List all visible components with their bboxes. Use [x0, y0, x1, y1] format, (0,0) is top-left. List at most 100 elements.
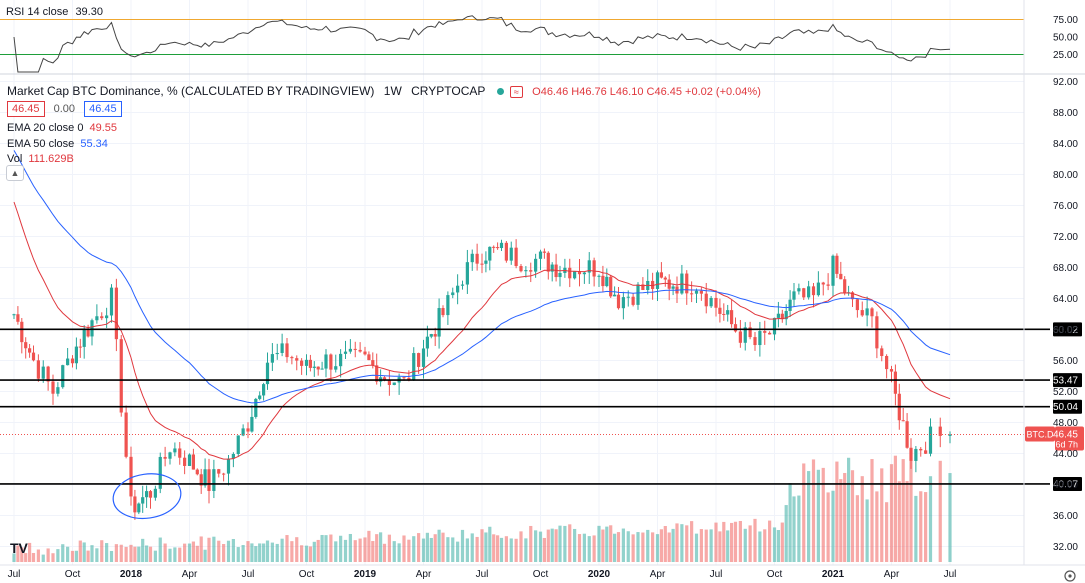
candle-body: [195, 469, 199, 475]
volume-bar: [324, 535, 328, 562]
volume-bar: [885, 502, 889, 562]
volume-bar: [412, 536, 416, 562]
candle-body: [835, 255, 839, 274]
price-tick-label: 32.00: [1053, 542, 1078, 553]
price-tick-label: 48.00: [1053, 418, 1078, 429]
ask-box[interactable]: 46.45: [84, 101, 122, 117]
volume-bar: [835, 461, 839, 562]
volume-bar: [893, 455, 897, 562]
candle-body: [597, 275, 601, 277]
volume-bar: [655, 534, 660, 562]
volume-bar: [776, 530, 780, 562]
candle-body: [704, 293, 708, 307]
time-tick-label: Apr: [182, 569, 198, 580]
candle-body: [504, 242, 508, 261]
volume-bar: [524, 538, 528, 562]
volume-bar: [183, 543, 187, 562]
candle-body: [636, 284, 640, 305]
volume-bar: [671, 528, 675, 562]
candle-body: [407, 377, 411, 380]
volume-bar: [367, 530, 371, 562]
volume-bar: [334, 541, 338, 562]
level-tag-label: 50.04: [1053, 402, 1078, 413]
price-tick-label: 76.00: [1053, 201, 1078, 212]
volume-bar: [320, 534, 324, 562]
candle-body: [651, 280, 655, 289]
volume-bar: [300, 545, 304, 562]
volume-bar: [538, 531, 543, 562]
candle-body: [119, 339, 123, 413]
volume-legend[interactable]: Vol 111.629B: [7, 153, 74, 165]
collapse-legend-button[interactable]: ▲: [6, 165, 24, 181]
candle-body: [433, 334, 437, 337]
volume-bar: [587, 536, 591, 562]
volume-bar: [605, 526, 609, 562]
volume-bar: [726, 530, 730, 562]
candle-body: [163, 456, 167, 459]
candle-body: [250, 416, 254, 432]
bid-box[interactable]: 46.45: [7, 101, 45, 117]
rsi-tick-label: 50.00: [1053, 33, 1078, 44]
candle-body: [148, 491, 153, 498]
rsi-label: RSI 14 close: [6, 6, 69, 18]
ema20-legend[interactable]: EMA 20 close 0 49.55: [7, 122, 117, 134]
volume-bar: [616, 532, 621, 562]
candle-body: [74, 346, 78, 364]
volume-bar: [558, 525, 562, 562]
candle-body: [217, 469, 221, 474]
volume-bar: [496, 535, 500, 562]
candle-body: [802, 288, 806, 298]
volume-bar: [772, 527, 777, 562]
candle-body: [909, 447, 913, 461]
volume-bar: [82, 542, 86, 562]
time-tick-label: Jul: [476, 569, 489, 580]
visibility-icon[interactable]: ≈: [509, 86, 523, 98]
candle-body: [16, 314, 20, 322]
candle-body: [875, 316, 879, 349]
symbol-header[interactable]: Market Cap BTC Dominance, % (CALCULATED …: [7, 84, 761, 98]
volume-bar: [31, 552, 36, 562]
volume-bar: [659, 529, 663, 562]
rsi-legend[interactable]: RSI 14 close 39.30: [6, 6, 103, 18]
volume-bar: [456, 541, 460, 562]
candle-body: [616, 294, 621, 309]
candle-body: [699, 290, 703, 294]
candle-body: [948, 434, 952, 436]
volume-bar: [914, 495, 918, 562]
candle-body: [371, 360, 375, 366]
candle-body: [183, 457, 187, 466]
volume-bar: [207, 537, 211, 562]
candle-body: [421, 348, 426, 367]
candle-body: [748, 327, 752, 338]
candle-body: [743, 327, 747, 343]
volume-bar: [421, 538, 426, 562]
volume-bar: [280, 538, 284, 562]
time-tick-label: 2021: [822, 569, 845, 580]
candle-body: [145, 491, 149, 498]
volume-bar: [546, 529, 550, 562]
bid-ask[interactable]: 46.45 0.00 46.45: [7, 101, 122, 117]
candle-body: [685, 273, 689, 294]
candle-body: [550, 264, 554, 272]
volume-bar: [28, 542, 32, 562]
volume-bar: [738, 520, 742, 562]
candle-body: [28, 348, 32, 353]
candle-body: [100, 316, 104, 319]
time-tick-label: Apr: [650, 569, 666, 580]
candle-body: [114, 287, 118, 340]
candle-body: [860, 310, 864, 316]
candle-body: [492, 246, 496, 248]
price-tick-label: 68.00: [1053, 263, 1078, 274]
candle-body: [709, 297, 713, 307]
volume-bar: [95, 548, 99, 562]
candle-body: [70, 358, 75, 364]
volume-bar: [480, 529, 484, 562]
volume-bar: [16, 545, 20, 562]
volume-bar: [425, 532, 429, 562]
candle-body: [105, 315, 109, 319]
candle-body: [137, 503, 141, 513]
volume-bar: [417, 533, 421, 562]
ema50-legend[interactable]: EMA 50 close 55.34: [7, 138, 108, 150]
volume-bar: [826, 492, 830, 562]
